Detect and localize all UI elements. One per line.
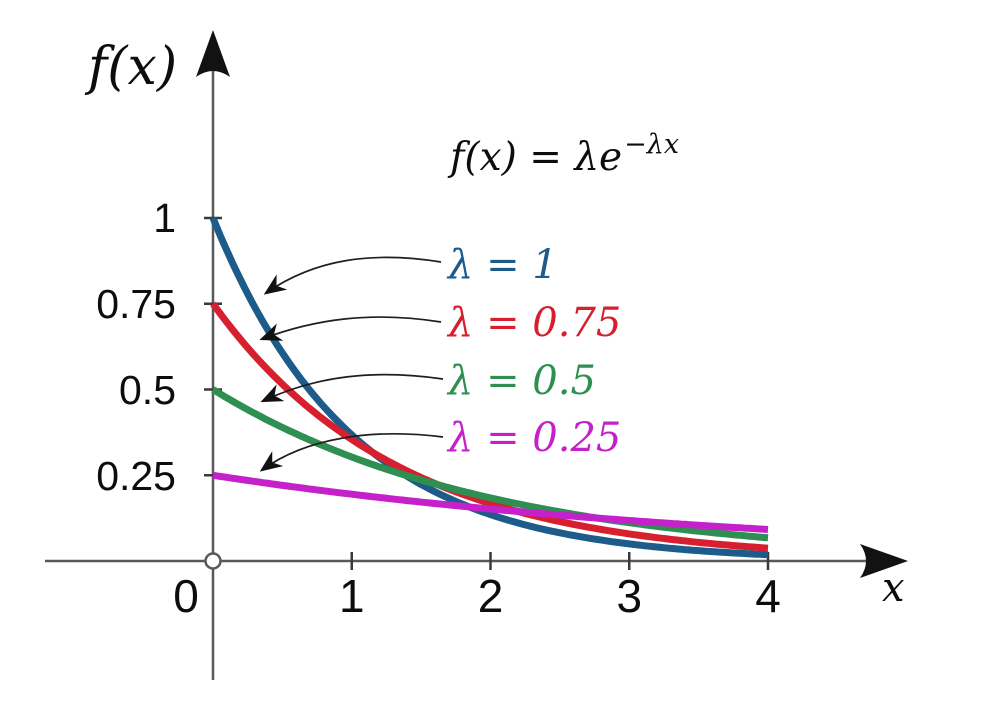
leader-arrow-lambda-0.25 [259,433,444,472]
x-tick-label-2: 2 [478,570,504,622]
legend-label-3: λ = 0.25 [446,415,621,461]
y-axis-arrowhead-icon [196,30,230,77]
legend-label-0: λ = 1 [446,242,558,288]
formula-exponent: −λx [624,129,679,160]
y-tick-label-0.25: 0.25 [96,453,176,499]
origin-circle-icon [204,552,222,570]
leader-arrow-lambda-0.75 [259,316,442,341]
formula: f(x) = λe−λx [447,129,679,180]
x-tick-label-0: 0 [173,570,199,622]
y-tick-label-1: 1 [153,195,176,241]
curve-lambda-0.5 [211,386,769,542]
x-axis-arrowhead-icon [860,544,908,578]
y-tick-label-0.5: 0.5 [119,367,176,413]
leader-arrow-lambda-0.5 [260,373,444,403]
curve-lambda-0.75 [210,301,769,552]
leader-arrow-lambda-1 [263,256,442,295]
x-tick-label-1: 1 [339,570,365,622]
curve-lambda-0.25 [212,471,769,533]
x-tick-label-4: 4 [755,570,781,622]
x-axis-title: x [882,565,905,611]
x-tick-label-3: 3 [616,570,642,622]
legend-label-2: λ = 0.5 [446,358,596,404]
formula-base: f(x) = λe [447,135,622,180]
y-axis-title: f(x) [84,37,177,97]
y-tick-label-0.75: 0.75 [96,281,176,327]
legend-label-1: λ = 0.75 [446,300,621,346]
